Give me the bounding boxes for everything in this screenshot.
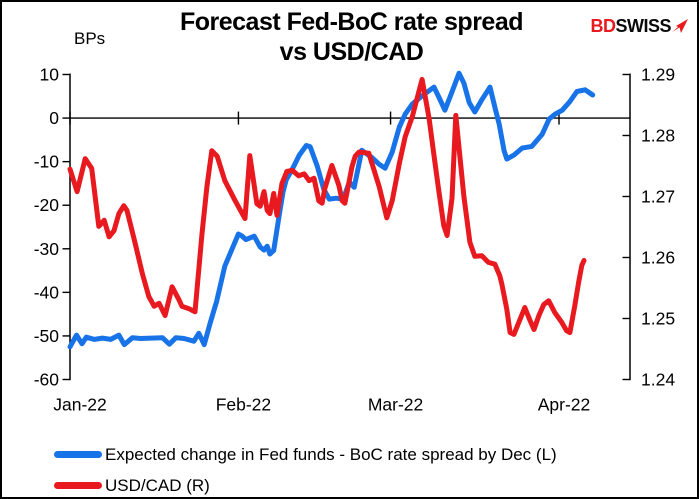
- x-axis-tick-label: Jan-22: [53, 395, 107, 415]
- logo-text-bd: BD: [590, 16, 616, 36]
- right-axis-tick-label: 1.28: [641, 126, 675, 146]
- chart-title-line1: Forecast Fed-BoC rate spread: [179, 8, 524, 36]
- left-axis-tick-label: -40: [34, 282, 60, 302]
- left-axis-tick-label: -30: [34, 239, 60, 259]
- left-axis-tick-label: -10: [34, 152, 60, 172]
- legend-item-spread: Expected change in Fed funds - BoC rate …: [54, 439, 557, 470]
- arrow-up-right-icon: [672, 19, 688, 33]
- left-axis-unit-label: BPs: [74, 29, 106, 48]
- usdcad-line: [67, 76, 587, 337]
- right-axis-tick-label: 1.29: [641, 65, 675, 85]
- right-axis-tick-label: 1.27: [641, 187, 675, 207]
- left-axis-tick-label: 10: [40, 65, 60, 85]
- legend-label-usdcad: USD/CAD (R): [105, 475, 210, 495]
- left-axis-tick-label: -20: [34, 195, 60, 215]
- legend-swatch-red: [54, 482, 102, 489]
- chart-legend: Expected change in Fed funds - BoC rate …: [54, 439, 557, 497]
- x-axis-tick-label: Feb-22: [216, 395, 271, 415]
- chart-title-line2: vs USD/CAD: [279, 38, 424, 66]
- x-axis-tick-label: Apr-22: [538, 395, 591, 415]
- x-axis-tick-label: Mar-22: [368, 395, 423, 415]
- chart-title: Forecast Fed-BoC rate spread vs USD/CAD: [2, 7, 697, 67]
- legend-swatch-blue: [54, 451, 102, 458]
- right-axis-tick-label: 1.24: [641, 370, 675, 390]
- left-axis-tick-label: -60: [34, 370, 60, 390]
- fed-boc-spread-line: [67, 70, 596, 350]
- right-axis-tick-label: 1.25: [641, 309, 675, 329]
- legend-item-usdcad: USD/CAD (R): [54, 470, 557, 497]
- bdswiss-logo: BD SWISS: [590, 16, 689, 37]
- logo-text-swiss: SWISS: [615, 16, 671, 36]
- chart-canvas: 10 0 -10 -20 -30 -40 -50 -60 1.29 1.28 1.27 1.26 1.2…: [34, 65, 676, 415]
- legend-label-spread: Expected change in Fed funds - BoC rate …: [105, 444, 557, 464]
- left-axis-tick-label: -50: [34, 326, 60, 346]
- left-axis-tick-label: 0: [49, 108, 59, 128]
- right-axis-tick-label: 1.26: [641, 248, 675, 268]
